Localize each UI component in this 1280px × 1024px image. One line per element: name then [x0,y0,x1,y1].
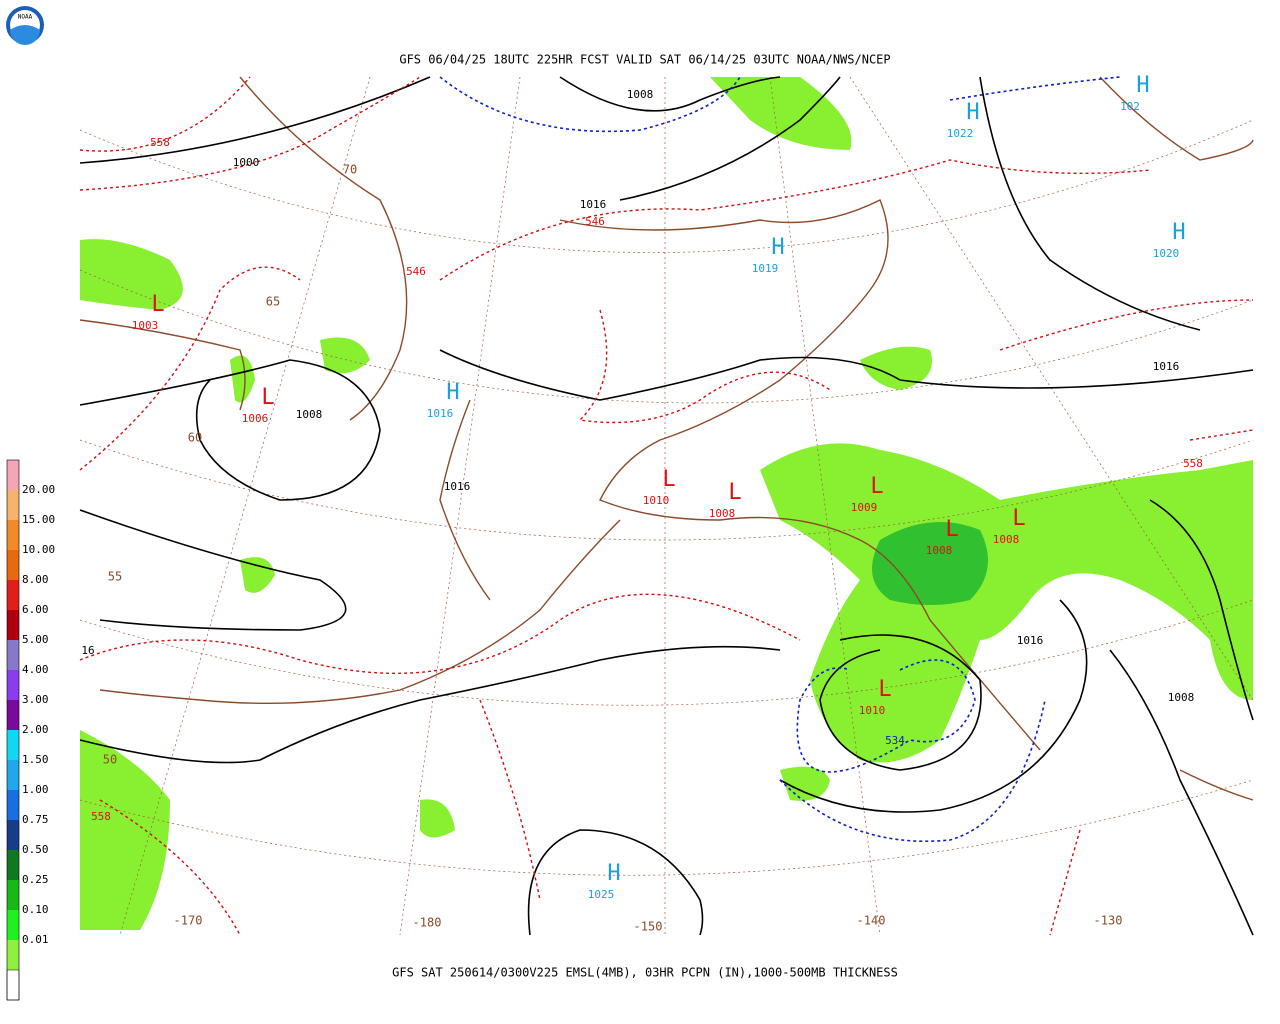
center-symbol: L [945,517,958,542]
legend-swatch [7,700,19,730]
center-pressure: 1010 [643,494,670,507]
contour-label: 534 [885,734,905,747]
center-symbol: L [261,385,274,410]
graticule-label: -170 [174,914,203,928]
legend-label: 4.00 [22,663,49,676]
center-pressure: 1016 [427,407,454,420]
contour-label: 1000 [233,156,260,169]
center-symbol: H [771,235,784,260]
legend-swatch [7,580,19,610]
legend-label: 5.00 [22,633,49,646]
legend-swatch [7,490,19,520]
footer-caption: GFS SAT 250614/0300V225 EMSL(4MB), 03HR … [392,966,898,980]
legend-label: 15.00 [22,513,55,526]
contour-label: 1016 [580,198,607,211]
legend-swatch [7,610,19,640]
legend-label: 6.00 [22,603,49,616]
contour-label: 1008 [627,88,654,101]
legend-label: 20.00 [22,483,55,496]
center-pressure: 1022 [947,127,974,140]
contour-label: 1016 [1153,360,1180,373]
center-symbol: H [966,100,979,125]
graticule-label: -150 [634,920,663,934]
legend-swatch [7,910,19,940]
contour-label: 546 [406,265,426,278]
center-symbol: L [870,474,883,499]
legend-swatch [7,880,19,910]
logo-text: NOAA [18,14,33,21]
center-symbol: H [1136,73,1149,98]
legend-swatch [7,550,19,580]
legend-label: 10.00 [22,543,55,556]
legend-label: 0.10 [22,903,49,916]
center-pressure: 1009 [851,501,878,514]
center-pressure: 1008 [926,544,953,557]
center-symbol: L [1012,506,1025,531]
legend-swatch [7,760,19,790]
precipitation [80,77,1253,930]
center-symbol: L [728,480,741,505]
legend-label: 0.25 [22,873,49,886]
contour-label: 546 [585,215,605,228]
graticule-label: 60 [188,431,202,445]
noaa-logo: NOAA [6,6,44,45]
center-pressure: 1019 [752,262,779,275]
graticule-label: 55 [108,570,122,584]
legend-frame [6,459,20,1001]
center-symbol: L [662,467,675,492]
legend-label: 0.01 [22,933,49,946]
graticule-label: 50 [103,753,117,767]
legend-label: 1.50 [22,753,49,766]
contour-label: 1016 [444,480,471,493]
legend-label: 3.00 [22,693,49,706]
legend-swatch [7,940,19,970]
contour-label: 558 [1183,457,1203,470]
graticule-label: 70 [343,163,357,177]
center-pressure: 1020 [1153,247,1180,260]
legend-swatch [7,730,19,760]
center-pressure: 1006 [242,412,269,425]
graticule-label: -130 [1094,914,1123,928]
header-title: GFS 06/04/25 18UTC 225HR FCST VALID SAT … [399,53,890,67]
center-pressure: 1008 [709,507,736,520]
contour-label: 16 [81,644,94,657]
legend-swatch [7,460,19,490]
center-symbol: H [1172,220,1185,245]
contour-label: 1008 [296,408,323,421]
legend-swatch [7,850,19,880]
center-symbol: L [878,677,891,702]
center-pressure: 1010 [859,704,886,717]
center-pressure: 102 [1120,100,1140,113]
legend-label: 2.00 [22,723,49,736]
legend-label: 0.75 [22,813,49,826]
coastlines [79,76,1254,801]
center-symbol: H [446,380,459,405]
map-area [79,76,1254,936]
isobars [79,76,1254,936]
legend-label: 1.00 [22,783,49,796]
legend-swatch [7,520,19,550]
legend-swatch [7,820,19,850]
legend-swatch [6,969,20,1001]
precip-legend: 20.00 15.00 10.00 8.00 6.00 5.00 4.00 3.00 2.00 1… [6,459,55,1001]
center-pressure: 1003 [132,319,159,332]
contour-label: 1016 [1017,634,1044,647]
center-pressure: 1025 [588,888,615,901]
legend-label: 8.00 [22,573,49,586]
center-symbol: L [151,292,164,317]
graticule-label: -180 [413,916,442,930]
graticule-label: 65 [266,295,280,309]
center-pressure: 1008 [993,533,1020,546]
contour-label: 558 [150,136,170,149]
center-symbol: H [607,861,620,886]
legend-swatch [7,640,19,670]
graticule-label: -140 [857,914,886,928]
legend-swatch [7,790,19,820]
legend-label: 0.50 [22,843,49,856]
contour-label: 1008 [1168,691,1195,704]
contour-label: 558 [91,810,111,823]
legend-swatch [7,670,19,700]
thickness [79,76,1254,936]
